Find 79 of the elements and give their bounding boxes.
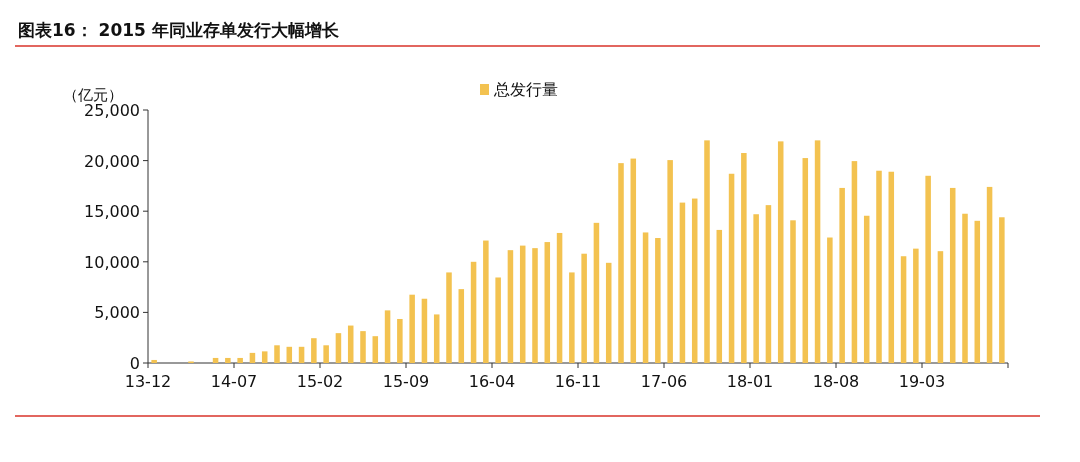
- bar: [483, 240, 489, 363]
- y-tick-label: 5,000: [94, 303, 140, 323]
- bar: [274, 345, 280, 363]
- bar: [986, 186, 993, 363]
- bar: [704, 140, 710, 363]
- bar: [618, 163, 624, 363]
- bar: [974, 220, 981, 363]
- bar: [311, 338, 317, 363]
- bar: [741, 153, 747, 363]
- bar: [335, 333, 342, 363]
- bar: [569, 272, 575, 363]
- x-tick-label: 13-12: [124, 372, 172, 391]
- bar: [630, 158, 637, 363]
- bar: [323, 345, 329, 363]
- bar: [593, 222, 600, 363]
- bar: [397, 318, 403, 363]
- bar: [716, 229, 723, 363]
- bar: [790, 220, 796, 363]
- bar: [765, 205, 772, 363]
- bar: [605, 262, 612, 363]
- bar: [384, 310, 391, 363]
- bar: [827, 237, 833, 363]
- bar: [261, 351, 268, 363]
- bar: [900, 256, 907, 363]
- bar: [913, 248, 919, 363]
- bar: [360, 331, 366, 363]
- bar: [655, 238, 661, 363]
- bar: [237, 357, 243, 363]
- y-tick-label: 10,000: [84, 252, 140, 272]
- bar: [421, 298, 428, 363]
- bar: [839, 187, 845, 363]
- x-tick-label: 15-02: [296, 372, 344, 391]
- bar: [876, 170, 882, 363]
- bar: [925, 175, 931, 363]
- bar: [851, 161, 858, 363]
- chart-title: 图表16： 2015 年同业存单发行大幅增长: [18, 20, 340, 40]
- bar: [667, 160, 673, 363]
- y-tick-label: 0: [129, 354, 140, 373]
- bar: [446, 272, 452, 363]
- x-tick-label: 16-11: [554, 372, 602, 391]
- bar: [495, 277, 501, 363]
- legend-label: 总发行量: [493, 80, 558, 99]
- bar: [728, 173, 735, 363]
- x-tick-label: 17-06: [640, 372, 688, 391]
- bar: [863, 215, 870, 363]
- bar: [581, 253, 587, 363]
- bar: [802, 158, 809, 363]
- bar: [679, 202, 686, 363]
- bar: [642, 232, 649, 363]
- x-tick-label: 18-08: [812, 372, 860, 391]
- bar: [519, 245, 526, 363]
- x-tick-label: 18-01: [726, 372, 774, 391]
- y-axis-title: （亿元）: [63, 86, 123, 104]
- bar: [999, 217, 1005, 363]
- bar: [937, 251, 944, 363]
- bar: [433, 314, 440, 363]
- x-tick-label: 16-04: [468, 372, 516, 391]
- bar: [225, 357, 231, 363]
- bar: [507, 250, 514, 363]
- bar: [753, 214, 759, 363]
- bar: [888, 171, 895, 363]
- bar: [962, 213, 968, 363]
- x-tick-label: 19-03: [898, 372, 946, 391]
- x-tick-label: 15-09: [382, 372, 430, 391]
- bar: [814, 140, 821, 363]
- bar: [949, 187, 956, 363]
- bar: [372, 336, 379, 363]
- bar: [777, 141, 784, 363]
- bar: [151, 359, 157, 363]
- bar: [458, 289, 465, 363]
- y-tick-label: 15,000: [84, 202, 140, 222]
- y-tick-label: 20,000: [84, 151, 140, 171]
- bar: [544, 242, 551, 363]
- bar: [409, 294, 415, 363]
- x-tick-label: 14-07: [210, 372, 258, 391]
- bar: [470, 261, 477, 363]
- bar: [691, 198, 698, 363]
- bar: [556, 232, 563, 363]
- bar: [532, 248, 538, 363]
